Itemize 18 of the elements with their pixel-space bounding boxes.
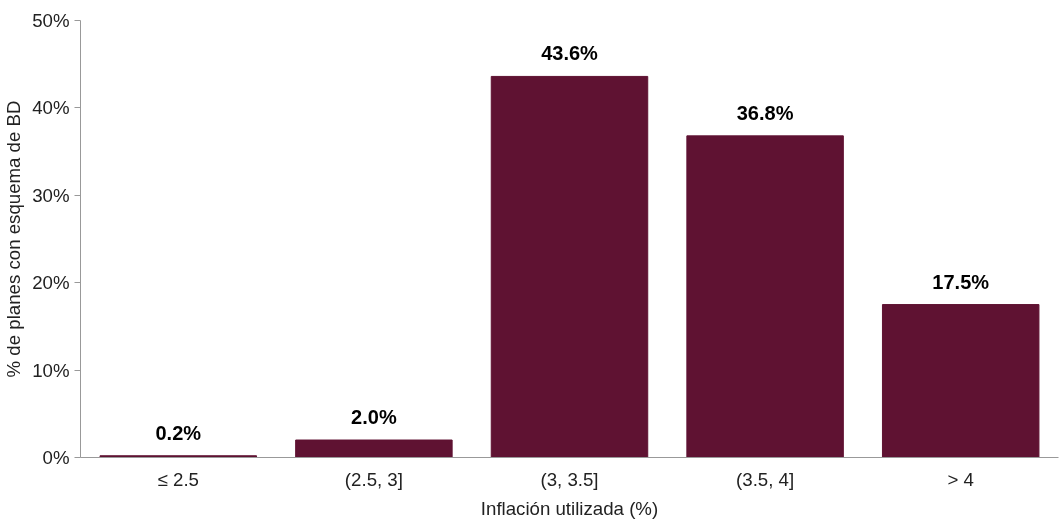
y-tick-label: 30% — [32, 184, 70, 206]
data-label: 0.2% — [155, 421, 202, 444]
data-label: 36.8% — [736, 101, 794, 124]
y-tick-label: 0% — [42, 447, 70, 468]
y-tick-label: 40% — [32, 97, 70, 119]
data-label: 43.6% — [541, 42, 599, 65]
y-tick-label: 50% — [32, 10, 70, 31]
x-tick-label: ≤ 2.5 — [157, 468, 199, 490]
y-axis-title: % de planes con esquema de BD — [3, 100, 25, 378]
data-label: 17.5% — [932, 270, 990, 293]
x-axis-title: Inflación utilizada (%) — [480, 497, 659, 519]
data-label: 2.0% — [351, 406, 397, 429]
y-tick-label: 20% — [32, 272, 70, 294]
x-tick-label: (3, 3.5] — [540, 468, 599, 490]
x-tick-label: (2.5, 3] — [344, 468, 403, 490]
x-tick-label: (3.5, 4] — [736, 468, 795, 490]
x-tick-label: > 4 — [947, 468, 974, 490]
y-tick-label: 10% — [32, 359, 70, 381]
